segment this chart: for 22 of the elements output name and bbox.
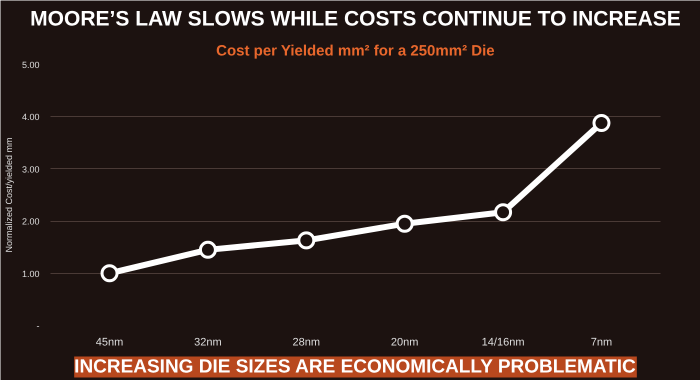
y-tick-label: 5.00	[22, 60, 40, 70]
chart-subtitle: Cost per Yielded mm² for a 250mm² Die	[216, 42, 495, 60]
chart-title: MOORE’S LAW SLOWS WHILE COSTS CONTINUE TO INCREASE	[30, 8, 681, 30]
point	[494, 203, 512, 222]
point	[198, 240, 217, 259]
x-tick-label: 20nm	[390, 336, 418, 348]
x-tick-label: 28nm	[292, 336, 320, 348]
point	[396, 214, 414, 233]
point	[592, 114, 610, 132]
y-axis-title: Normalized Cost/yielded mm	[4, 137, 14, 253]
x-tick-label: 32nm	[194, 336, 222, 348]
point	[100, 264, 119, 282]
x-tick-label: 7nm	[590, 336, 612, 348]
y-tick-label: 1.00	[22, 268, 40, 279]
text: INCREASING DIE SIZES ARE ECONOMICALLY PROBLEMATIC	[74, 356, 636, 378]
y-tick-label: -	[36, 321, 40, 331]
y-tick-label: 3.00	[22, 164, 40, 174]
y-tick-label: 2.00	[22, 216, 40, 227]
point	[297, 231, 316, 250]
x-tick-label: 45nm	[96, 336, 124, 348]
x-tick-label: 14/16nm	[482, 336, 524, 348]
y-tick-label: 4.00	[22, 112, 40, 122]
